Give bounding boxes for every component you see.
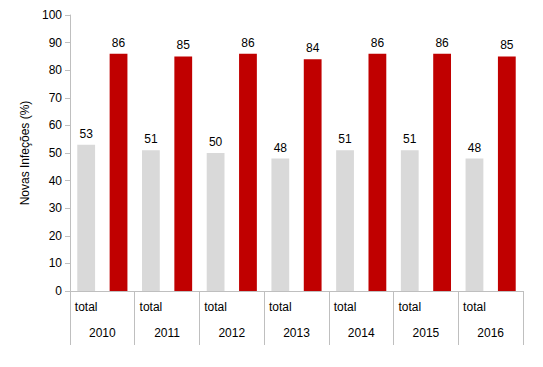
svg-text:total: total xyxy=(334,300,357,314)
svg-text:90: 90 xyxy=(49,36,63,50)
svg-text:2016: 2016 xyxy=(477,326,504,340)
svg-text:48: 48 xyxy=(468,141,482,155)
svg-text:Novas Infeções (%): Novas Infeções (%) xyxy=(18,101,32,206)
svg-text:85: 85 xyxy=(177,38,191,52)
svg-text:total: total xyxy=(75,300,98,314)
svg-text:51: 51 xyxy=(403,132,417,146)
svg-text:53: 53 xyxy=(79,127,93,141)
svg-text:2015: 2015 xyxy=(413,326,440,340)
svg-text:86: 86 xyxy=(112,36,126,50)
svg-text:2012: 2012 xyxy=(218,326,245,340)
svg-text:2014: 2014 xyxy=(348,326,375,340)
svg-text:51: 51 xyxy=(338,132,352,146)
svg-text:total: total xyxy=(140,300,163,314)
svg-text:100: 100 xyxy=(42,8,62,22)
svg-text:50: 50 xyxy=(209,135,223,149)
svg-text:70: 70 xyxy=(49,91,63,105)
svg-text:20: 20 xyxy=(49,229,63,243)
svg-text:total: total xyxy=(269,300,292,314)
svg-text:48: 48 xyxy=(274,141,288,155)
svg-text:60: 60 xyxy=(49,118,63,132)
svg-text:30: 30 xyxy=(49,201,63,215)
svg-text:0: 0 xyxy=(55,284,62,298)
svg-text:total: total xyxy=(463,300,486,314)
svg-text:total: total xyxy=(204,300,227,314)
svg-text:total: total xyxy=(398,300,421,314)
svg-text:2013: 2013 xyxy=(283,326,310,340)
svg-text:2011: 2011 xyxy=(154,326,180,340)
svg-text:51: 51 xyxy=(144,132,158,146)
svg-text:80: 80 xyxy=(49,63,63,77)
svg-text:40: 40 xyxy=(49,174,63,188)
svg-text:2010: 2010 xyxy=(89,326,116,340)
svg-text:84: 84 xyxy=(306,41,320,55)
svg-text:86: 86 xyxy=(241,36,255,50)
svg-text:50: 50 xyxy=(49,146,63,160)
svg-text:86: 86 xyxy=(371,36,385,50)
svg-text:10: 10 xyxy=(49,256,63,270)
svg-text:86: 86 xyxy=(435,36,449,50)
svg-text:85: 85 xyxy=(500,38,514,52)
